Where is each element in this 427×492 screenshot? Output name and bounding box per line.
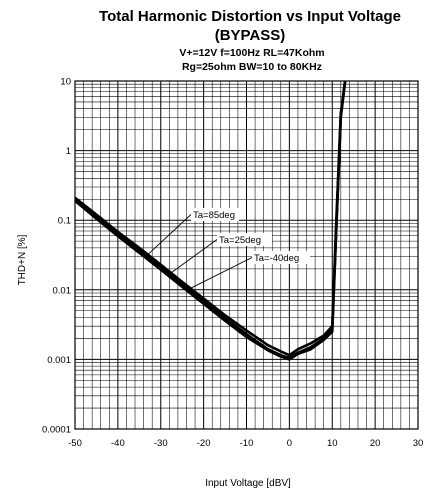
x-tick-labels: -50 -40 -30 -20 -10 0 10 20 30 (68, 438, 423, 449)
data-series (74, 80, 347, 361)
annotation-box-2 (217, 233, 272, 246)
x-tick-label: -10 (240, 438, 254, 449)
plot-grid (74, 81, 419, 430)
series-line-3 (74, 80, 347, 361)
annotation-label-3: Ta=-40deg (254, 253, 299, 264)
x-tick-label: 0 (287, 438, 292, 449)
y-axis-label: THD+N [%] (17, 234, 28, 285)
x-tick-label: 10 (327, 438, 338, 449)
x-tick-label: -20 (197, 438, 211, 449)
x-tick-label: -40 (111, 438, 125, 449)
chart-subtitle-line2: Rg=25ohm BW=10 to 80KHz (182, 61, 322, 73)
y-tick-label: 0.01 (53, 285, 72, 296)
x-tick-label: 30 (413, 438, 424, 449)
annotation-box-1 (191, 208, 239, 221)
plot-frame (74, 80, 419, 430)
y-tick-label: 0.1 (58, 216, 71, 227)
y-tick-labels: 10 1 0.1 0.01 0.001 0.0001 (42, 77, 71, 436)
annotation-label-1: Ta=85deg (193, 210, 235, 221)
y-tick-label: 0.0001 (42, 425, 71, 436)
chart-subtitle-line1: V+=12V f=100Hz RL=47Kohm (179, 47, 324, 59)
y-tick-label: 10 (60, 77, 71, 88)
annotation-box-3 (252, 251, 310, 264)
y-tick-label: 1 (66, 146, 71, 157)
annotation-leader-2 (169, 239, 218, 275)
annotation-leader-1 (147, 214, 192, 255)
x-axis-label: Input Voltage [dBV] (205, 478, 291, 489)
chart-title: Total Harmonic Distortion vs Input Volta… (99, 8, 401, 25)
y-tick-label: 0.001 (47, 355, 71, 366)
x-tick-label: -30 (154, 438, 168, 449)
annotations: Ta=85deg Ta=25deg Ta=-40deg (147, 208, 310, 291)
annotation-label-2: Ta=25deg (219, 235, 261, 246)
x-tick-label: -50 (68, 438, 82, 449)
x-tick-label: 20 (370, 438, 381, 449)
chart-title-line2: (BYPASS) (215, 27, 286, 44)
annotation-leader-3 (186, 257, 253, 291)
